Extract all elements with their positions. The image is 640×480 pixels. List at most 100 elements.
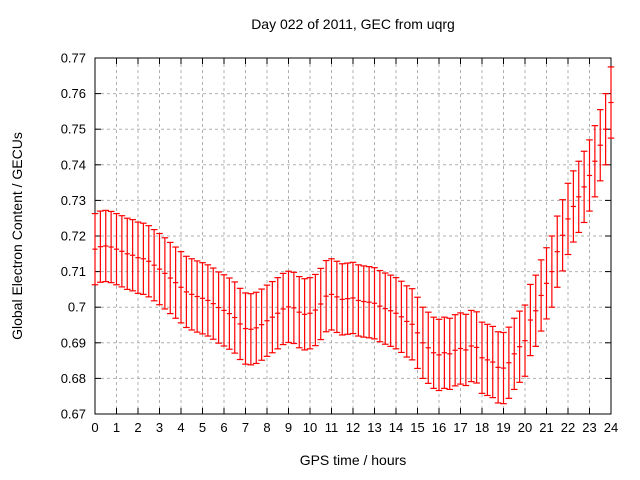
error-bar (543, 247, 550, 320)
x-tick-label: 9 (285, 420, 292, 435)
error-bar (118, 215, 126, 288)
error-bar (586, 139, 593, 212)
error-bar (398, 280, 405, 354)
error-bar (430, 316, 437, 389)
x-tick-label: 17 (453, 420, 467, 435)
x-tick-label: 12 (346, 420, 360, 435)
error-bar (328, 258, 335, 331)
error-bar (387, 274, 394, 347)
error-bar (226, 277, 233, 350)
error-bar (91, 212, 99, 286)
error-bar (338, 263, 346, 336)
error-bar (505, 326, 513, 399)
error-bar (451, 314, 459, 387)
x-tick-label: 8 (263, 420, 270, 435)
error-bar (242, 292, 249, 365)
error-bar (580, 150, 588, 224)
error-bar (113, 212, 120, 286)
error-bar (489, 325, 497, 399)
error-bar (548, 235, 556, 308)
x-tick-label: 11 (325, 420, 339, 435)
x-tick-label: 20 (518, 420, 532, 435)
error-bar (570, 170, 577, 243)
error-bar (392, 277, 400, 350)
error-bar (193, 260, 201, 333)
y-tick-label: 0.7 (68, 300, 86, 315)
error-bar (441, 316, 448, 389)
error-bar (140, 222, 147, 295)
error-bar (408, 288, 416, 361)
error-bar (371, 267, 378, 340)
error-bar (204, 264, 212, 337)
error-bars-layer (91, 66, 615, 405)
error-bar (247, 293, 255, 366)
x-tick-label: 3 (156, 420, 163, 435)
error-bar (258, 288, 265, 361)
error-bar (414, 296, 421, 370)
error-bar (424, 311, 432, 384)
error-bar (285, 270, 292, 344)
x-tick-label: 6 (220, 420, 227, 435)
x-tick-label: 0 (91, 420, 98, 435)
error-bar (183, 255, 190, 329)
error-bar (145, 225, 153, 298)
error-bar (177, 251, 185, 324)
error-bar (220, 274, 228, 347)
tick-labels-layer: 0.67 0.68 0.69 0.7 0.71 0.72 0.73 0.74 0.75 0.76 0… (61, 51, 619, 436)
error-bar (462, 313, 470, 387)
x-tick-label: 21 (539, 420, 553, 435)
x-tick-label: 4 (177, 420, 184, 435)
y-tick-label: 0.68 (61, 371, 86, 386)
error-bar (564, 182, 572, 256)
error-bar (376, 269, 384, 343)
error-bar (435, 318, 443, 392)
error-bar (312, 273, 319, 347)
error-bar (381, 272, 389, 345)
error-bar (134, 221, 142, 294)
error-bar (596, 109, 604, 182)
x-tick-label: 13 (367, 420, 381, 435)
y-tick-label: 0.76 (61, 86, 86, 101)
x-tick-label: 2 (134, 420, 141, 435)
y-tick-label: 0.77 (61, 51, 86, 66)
error-bar (295, 275, 303, 349)
error-bar (365, 266, 373, 339)
error-bar (156, 232, 163, 306)
error-bar (521, 304, 529, 377)
y-tick-label: 0.72 (61, 229, 86, 244)
error-bar (591, 125, 599, 198)
y-axis-label: Global Electron Content / GECUs (9, 132, 25, 340)
error-bar (355, 264, 362, 337)
error-bar (290, 271, 298, 345)
error-bar (322, 259, 330, 333)
error-bar (129, 219, 136, 292)
error-bar (494, 331, 502, 404)
error-bar (199, 262, 206, 335)
error-bar (172, 246, 179, 319)
x-tick-label: 5 (199, 420, 206, 435)
error-bar (279, 272, 287, 346)
y-tick-label: 0.71 (61, 264, 86, 279)
error-bar (274, 277, 282, 350)
y-tick-label: 0.75 (61, 122, 86, 137)
y-tick-label: 0.73 (61, 193, 86, 208)
error-bar (252, 291, 260, 365)
error-bar (188, 258, 196, 331)
error-bar (269, 280, 276, 354)
x-tick-label: 22 (561, 420, 575, 435)
x-tick-label: 10 (303, 420, 317, 435)
error-bar (473, 311, 480, 384)
error-bar (344, 262, 351, 335)
error-bar (349, 261, 357, 335)
error-bar (532, 274, 540, 347)
error-bar (161, 237, 169, 310)
error-bar (215, 271, 222, 344)
error-bar (500, 331, 507, 405)
error-bar (559, 199, 566, 272)
error-bar (301, 278, 308, 351)
error-bar (97, 210, 104, 283)
error-bar (478, 321, 486, 394)
error-bar (317, 267, 325, 341)
